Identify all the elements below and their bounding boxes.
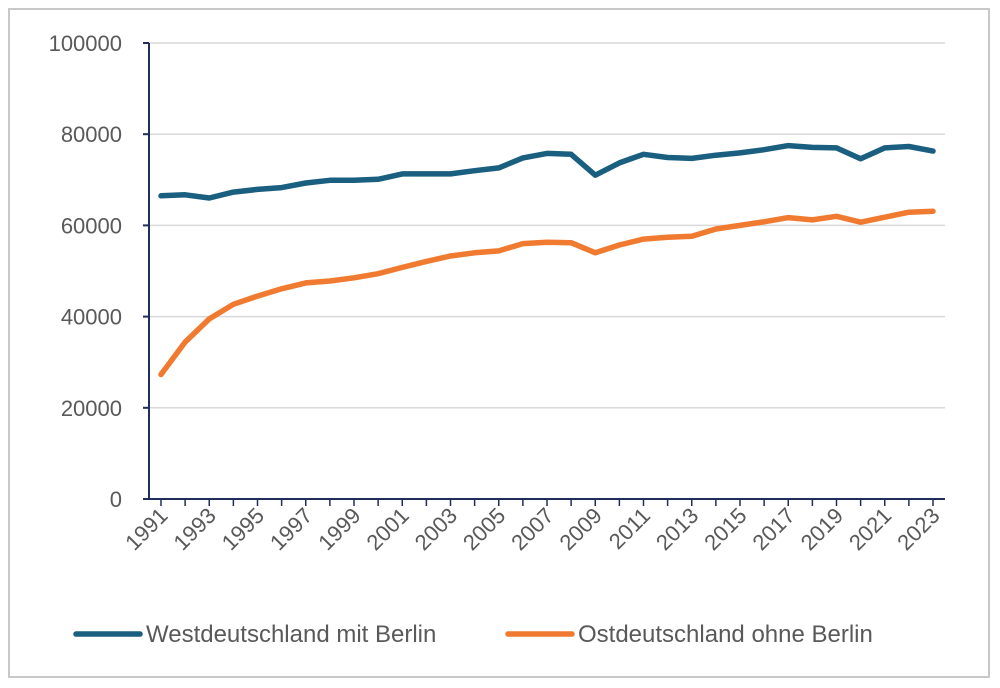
y-tick-label: 20000 — [61, 396, 122, 421]
y-tick-label: 80000 — [61, 122, 122, 147]
x-tick-label: 2009 — [554, 503, 606, 555]
legend-label: Westdeutschland mit Berlin — [146, 621, 436, 648]
series-line — [158, 142, 936, 201]
y-axis-tick-labels: 0 20000 40000 60000 80000 100000 — [49, 31, 122, 512]
axes — [143, 42, 945, 506]
x-tick-label: 2023 — [892, 503, 944, 555]
x-tick-label: 2017 — [747, 503, 799, 555]
x-axis-tick-labels: 1991199319951997199920012003200520072009… — [120, 503, 944, 555]
y-tick-label: 40000 — [61, 305, 122, 330]
x-tick-label: 1999 — [313, 503, 365, 555]
gridlines — [149, 42, 945, 409]
chart-frame — [8, 8, 990, 678]
y-tick-label: 100000 — [49, 31, 122, 56]
y-tick-label: 60000 — [61, 213, 122, 238]
y-tick-label: 0 — [110, 487, 122, 512]
x-tick-label: 2003 — [410, 503, 462, 555]
x-tick-label: 2013 — [651, 503, 703, 555]
x-tick-label: 2001 — [361, 503, 413, 555]
x-tick-label: 2005 — [458, 503, 510, 555]
legend-label: Ostdeutschland ohne Berlin — [578, 621, 873, 648]
x-tick-label: 2007 — [506, 503, 558, 555]
x-tick-label: 2019 — [796, 503, 848, 555]
x-tick-label: 1991 — [120, 503, 172, 555]
x-tick-label: 1993 — [168, 503, 220, 555]
x-tick-label: 1997 — [265, 503, 317, 555]
x-tick-label: 2021 — [844, 503, 896, 555]
series-lines — [158, 142, 936, 378]
series-line — [158, 208, 936, 378]
x-tick-label: 2015 — [699, 503, 751, 555]
x-tick-label: 2011 — [604, 503, 655, 554]
x-tick-label: 1995 — [217, 503, 269, 555]
legend: Westdeutschland mit Berlin Ostdeutschland… — [73, 621, 873, 648]
